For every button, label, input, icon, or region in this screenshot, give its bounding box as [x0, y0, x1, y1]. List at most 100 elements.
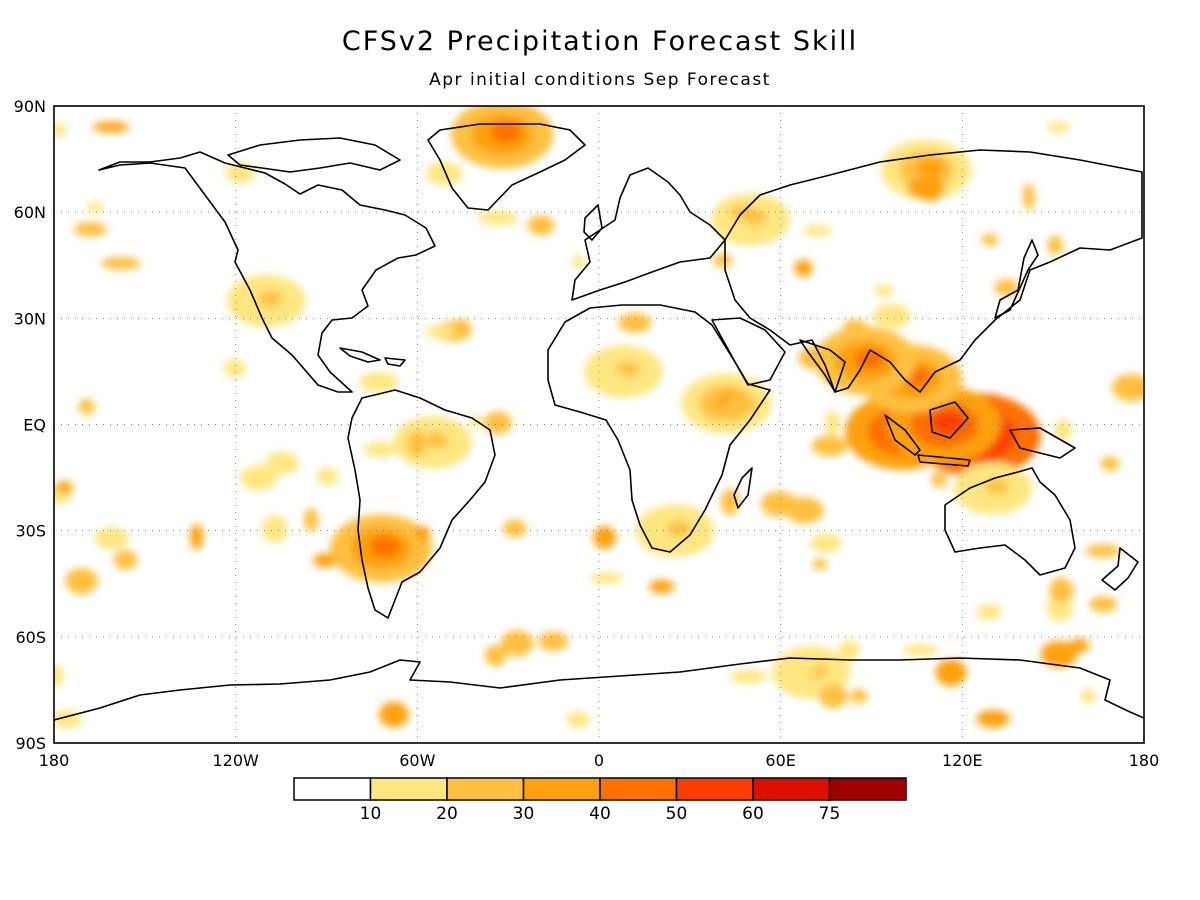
skill-patch	[503, 519, 527, 537]
colorbar-label: 75	[819, 804, 841, 824]
skill-patch	[86, 201, 102, 213]
coastline-hispaniola	[384, 357, 406, 367]
skill-patch	[1111, 373, 1144, 402]
skill-patch	[303, 507, 318, 532]
colorbar-swatch	[522, 777, 601, 801]
skill-patch	[1053, 419, 1072, 441]
coastline-japan	[994, 239, 1039, 319]
skill-shading-layer	[54, 106, 1144, 728]
skill-patch	[589, 572, 623, 584]
colorbar-swatch	[599, 777, 678, 801]
coastline-south-america	[347, 389, 496, 619]
skill-patch	[1100, 456, 1120, 471]
skill-patch	[312, 553, 337, 568]
skill-patch	[223, 359, 246, 377]
skill-patch	[484, 644, 507, 667]
skill-patch	[760, 491, 798, 517]
skill-region-core	[615, 361, 639, 378]
coastline-cuba	[339, 347, 381, 363]
lon-tick-label: 60E	[765, 751, 795, 770]
colorbar-label: 30	[513, 804, 535, 824]
skill-patch	[918, 176, 945, 201]
coastline-arctic-islands	[227, 137, 401, 173]
skill-patch	[976, 709, 1010, 728]
coastline-australia	[944, 467, 1076, 576]
coastline-britain	[583, 204, 603, 241]
skill-patch	[931, 471, 947, 488]
skill-patch	[566, 711, 590, 728]
skill-region-core	[258, 290, 282, 307]
skill-patch	[1049, 577, 1074, 603]
skill-patch	[729, 669, 767, 684]
skill-patch	[359, 371, 398, 392]
coastline-asia	[724, 149, 1143, 393]
skill-patch	[839, 640, 859, 661]
map-title: CFSv2 Precipitation Forecast Skill	[341, 26, 859, 57]
skill-blobs	[54, 106, 1144, 728]
colorbar-label: 60	[742, 804, 764, 824]
skill-patch	[843, 319, 867, 333]
skill-patch	[262, 514, 287, 543]
skill-patch	[101, 257, 141, 270]
skill-patch	[571, 255, 585, 268]
lon-tick-label: 180	[1129, 751, 1160, 770]
skill-patch	[935, 658, 967, 687]
lon-tick-label: 120W	[212, 751, 259, 770]
coastline-borneo	[929, 401, 969, 439]
skill-patch	[994, 278, 1019, 297]
coastline-india	[799, 339, 846, 393]
colorbar-label: 20	[436, 804, 458, 824]
skill-patch	[618, 312, 652, 333]
lat-tick-label: EQ	[23, 416, 46, 435]
skill-patch	[73, 221, 107, 237]
skill-patch	[1080, 688, 1096, 704]
skill-patch	[592, 525, 616, 549]
skill-patch	[723, 395, 757, 415]
colorbar-label: 10	[360, 804, 382, 824]
skill-patch	[1040, 640, 1078, 668]
skill-region-core	[490, 122, 522, 143]
skill-patch	[190, 523, 204, 550]
skill-patch	[264, 451, 299, 475]
map-subtitle: Apr initial conditions Sep Forecast	[429, 70, 771, 90]
skill-patch	[874, 284, 894, 297]
coastline-new-guinea	[1009, 427, 1076, 459]
skill-region-core	[424, 432, 449, 448]
colorbar-swatch	[293, 777, 372, 801]
coastlines	[54, 123, 1144, 721]
skill-patch	[849, 689, 868, 704]
skill-patch	[239, 465, 277, 491]
coastline-java	[917, 454, 971, 467]
skill-patch	[1085, 544, 1120, 558]
skill-patch	[94, 527, 129, 550]
skill-patch	[872, 303, 910, 329]
skill-region-core	[369, 536, 401, 557]
skill-patch	[981, 233, 998, 246]
skill-patch	[800, 648, 819, 676]
skill-patch	[363, 441, 396, 458]
skill-patch	[1089, 596, 1118, 613]
skill-region-core	[931, 411, 966, 434]
skill-patch	[54, 664, 64, 688]
skill-patch	[648, 579, 675, 594]
skill-patch	[712, 253, 732, 268]
coastline-antarctica	[54, 657, 1144, 721]
skill-region-core	[984, 478, 1009, 495]
lon-tick-label: 180	[39, 751, 70, 770]
colorbar-label: 40	[589, 804, 611, 824]
skill-patch	[407, 430, 426, 457]
map-frame	[53, 105, 1145, 744]
skill-patch	[811, 435, 848, 456]
skill-patch	[589, 372, 628, 384]
longitude-tick-labels: 180 120W 60W 0 60E 120E 180	[39, 751, 1160, 770]
colorbar-swatch	[369, 777, 448, 801]
skill-patch	[538, 631, 568, 651]
skill-patch	[414, 525, 431, 542]
skill-patch	[78, 398, 95, 415]
lat-tick-label: 30S	[15, 522, 46, 541]
coastline-europe	[571, 167, 726, 301]
coastline-north-america	[98, 151, 436, 393]
skill-patch	[976, 603, 1002, 620]
skill-patch	[810, 533, 842, 552]
coastline-arabia	[711, 317, 786, 386]
